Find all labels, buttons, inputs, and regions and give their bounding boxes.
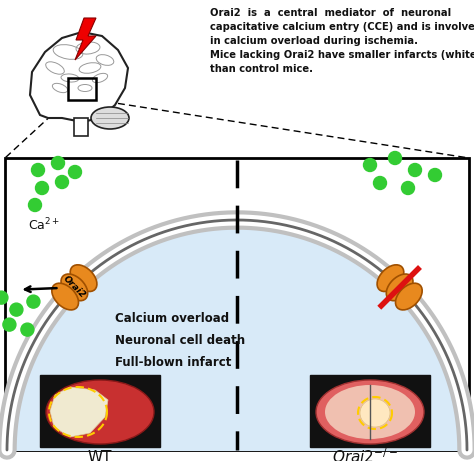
Text: Full-blown infarct: Full-blown infarct <box>115 355 231 368</box>
Circle shape <box>389 152 401 165</box>
Text: WT: WT <box>88 449 112 461</box>
Circle shape <box>55 176 69 189</box>
Bar <box>68 78 96 100</box>
Circle shape <box>31 164 45 177</box>
Ellipse shape <box>377 265 404 291</box>
Circle shape <box>69 165 82 178</box>
Circle shape <box>28 199 42 212</box>
Ellipse shape <box>70 265 97 291</box>
Ellipse shape <box>325 385 415 439</box>
Circle shape <box>21 323 34 336</box>
Ellipse shape <box>52 283 79 310</box>
Ellipse shape <box>360 399 390 427</box>
Circle shape <box>364 159 376 171</box>
Ellipse shape <box>386 274 413 301</box>
Circle shape <box>10 303 23 316</box>
Circle shape <box>428 169 441 182</box>
Circle shape <box>409 164 421 177</box>
Text: Neuronal cell death: Neuronal cell death <box>115 333 245 347</box>
Text: Calcium overload: Calcium overload <box>115 312 229 325</box>
Ellipse shape <box>91 107 129 129</box>
Bar <box>40 375 160 447</box>
Circle shape <box>401 182 414 195</box>
Circle shape <box>52 156 64 170</box>
Polygon shape <box>75 18 96 60</box>
Polygon shape <box>50 387 108 437</box>
Polygon shape <box>30 32 128 122</box>
Text: Orai2: Orai2 <box>62 274 87 300</box>
Circle shape <box>0 291 8 304</box>
Bar <box>74 118 88 136</box>
Bar <box>5 158 469 450</box>
Polygon shape <box>5 220 469 450</box>
Circle shape <box>27 295 40 308</box>
Ellipse shape <box>46 380 154 444</box>
Text: $\it{Orai2}$$^{-/-}$: $\it{Orai2}$$^{-/-}$ <box>332 448 398 461</box>
Text: Orai2  is  a  central  mediator  of  neuronal
capacitative calcium entry (CCE) a: Orai2 is a central mediator of neuronal … <box>210 8 474 74</box>
Text: Ca$^{2+}$: Ca$^{2+}$ <box>28 217 60 233</box>
Ellipse shape <box>316 380 424 444</box>
Circle shape <box>36 182 48 195</box>
Ellipse shape <box>61 274 88 301</box>
Circle shape <box>374 177 386 189</box>
Bar <box>310 375 430 447</box>
Ellipse shape <box>395 283 422 310</box>
Circle shape <box>3 318 16 331</box>
